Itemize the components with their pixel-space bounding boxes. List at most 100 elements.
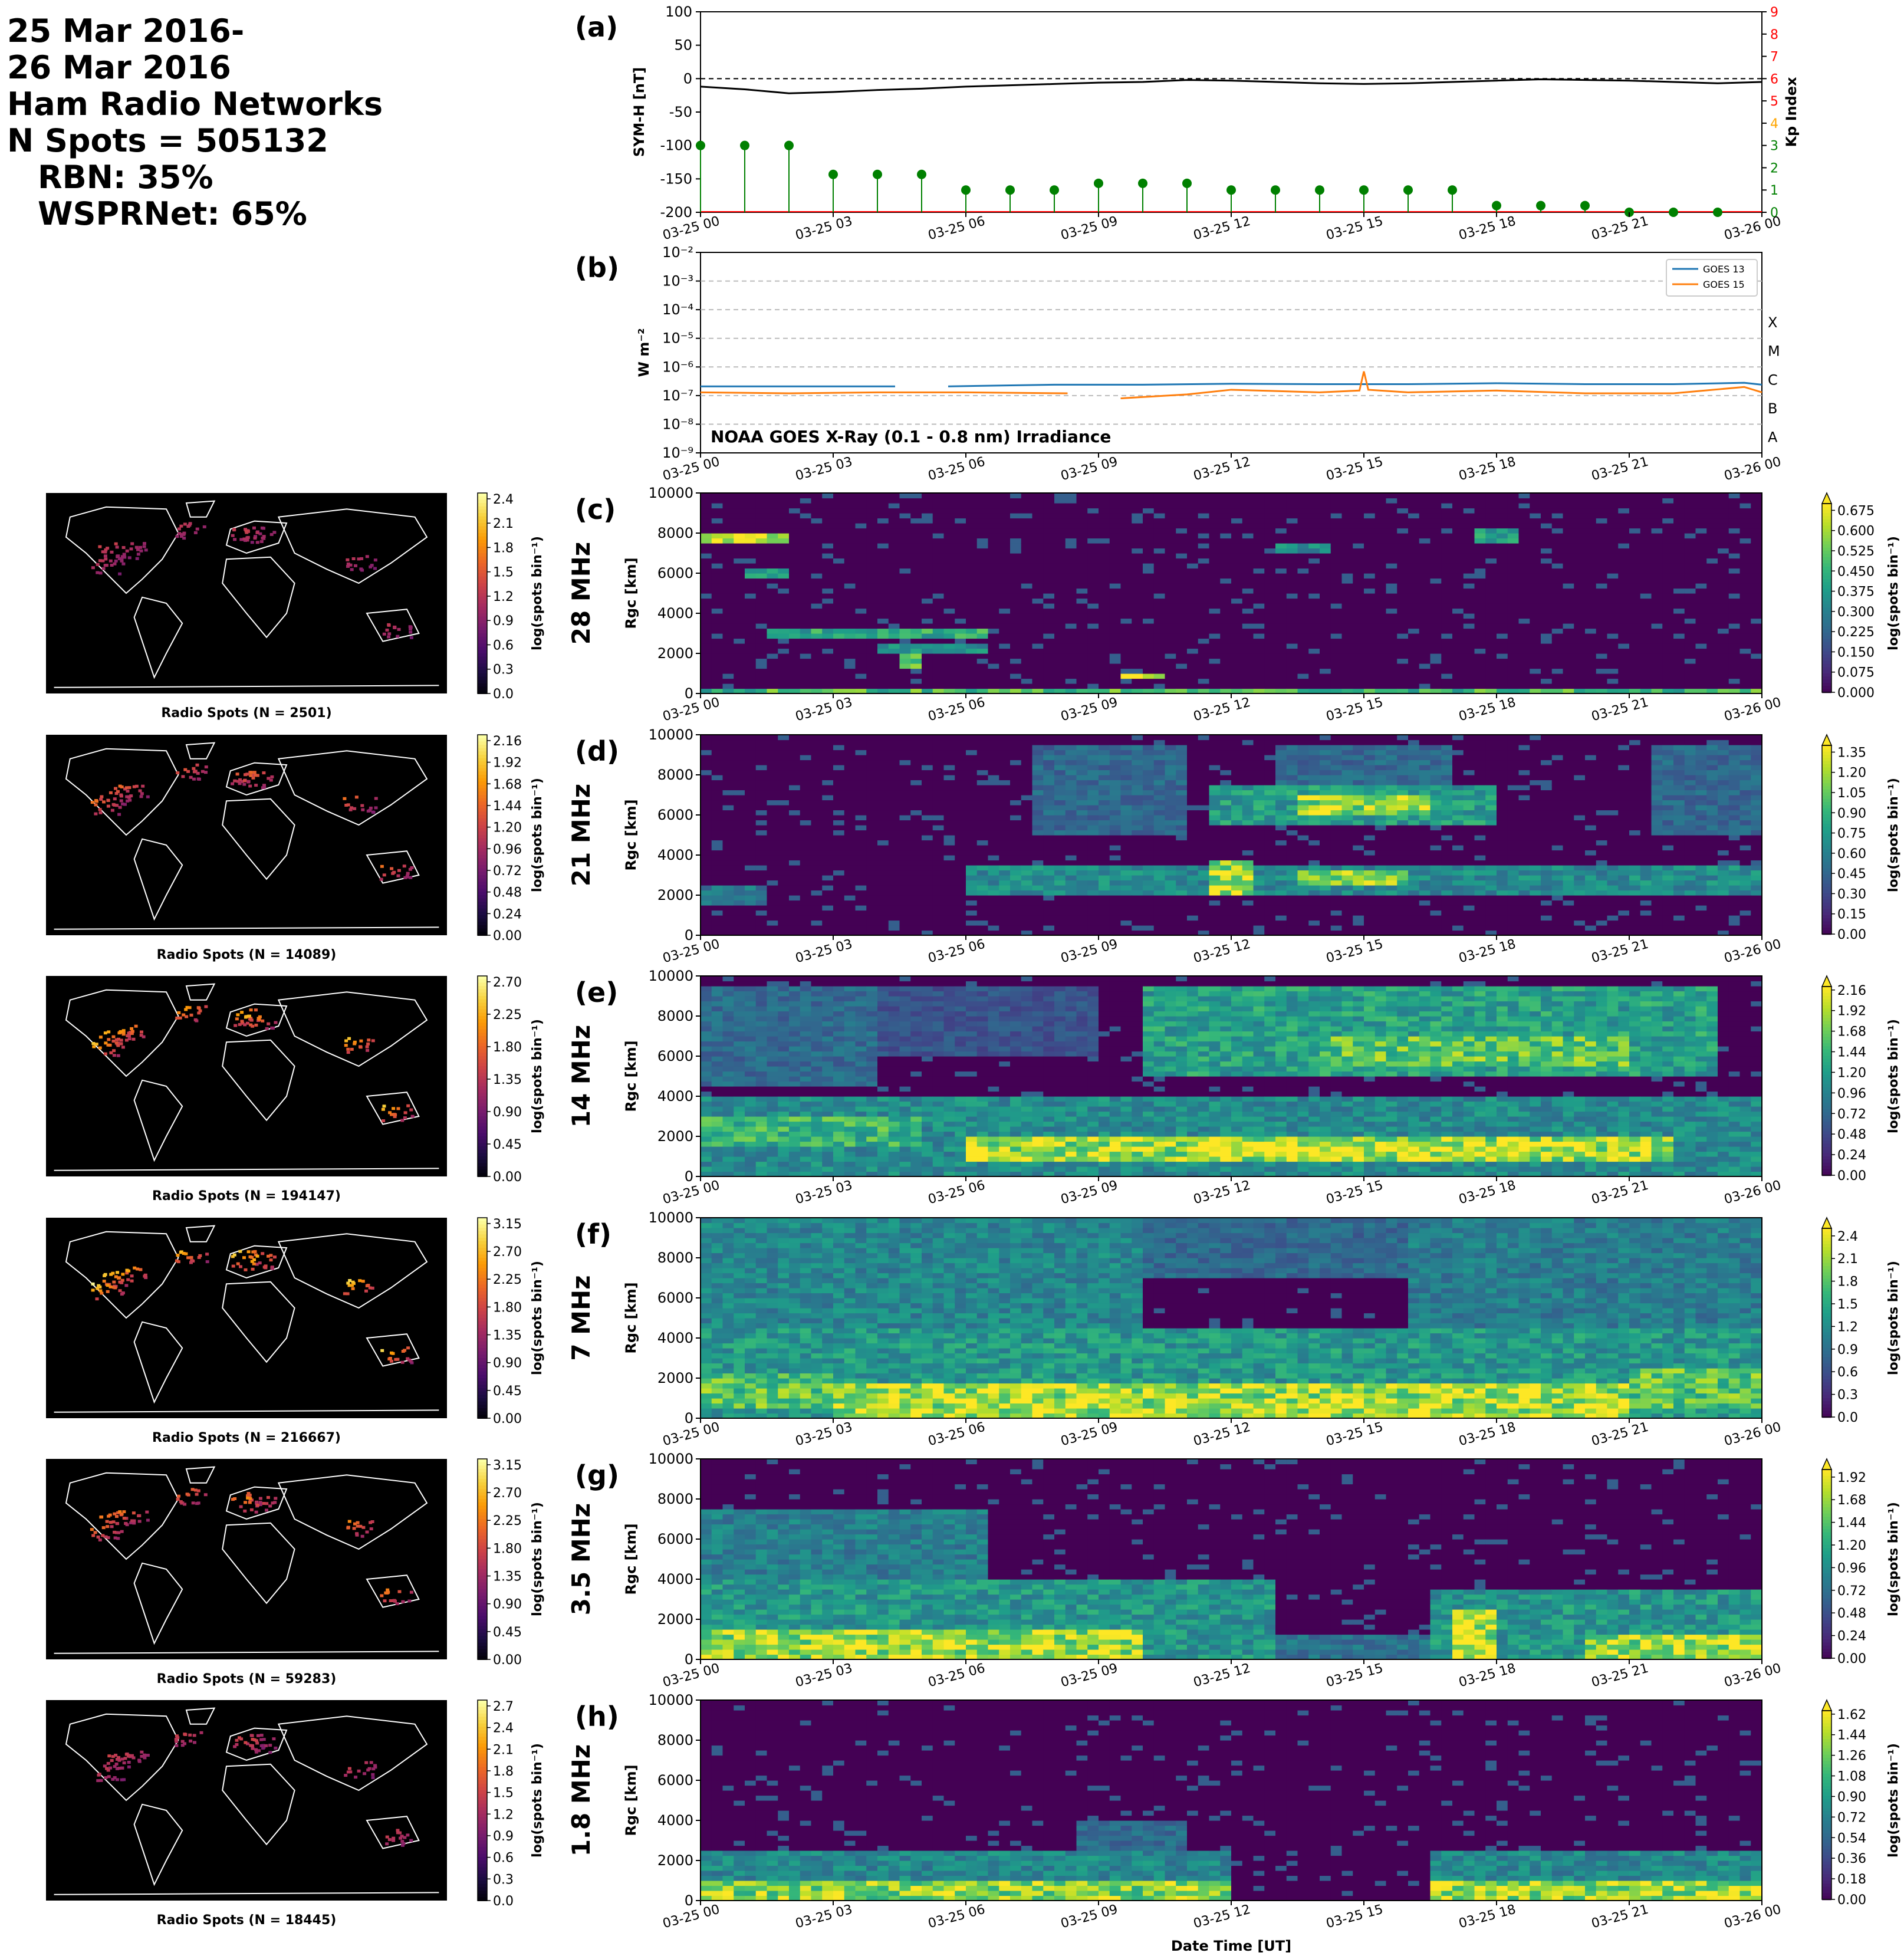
heatmap-cell (1176, 679, 1187, 684)
heatmap-cell (1099, 553, 1110, 558)
heatmap-cell (944, 623, 955, 629)
heatmap-cell (866, 639, 877, 644)
heatmap-cell (977, 558, 988, 564)
heatmap-cell (1110, 533, 1121, 538)
heatmap-cell (999, 613, 1010, 619)
heatmap-cell (1242, 573, 1254, 578)
heatmap-cell (1054, 568, 1066, 574)
heatmap-cell (734, 503, 745, 508)
heatmap-cell (1132, 498, 1143, 504)
heatmap-cell (734, 508, 745, 514)
heatmap-cell (756, 653, 767, 659)
heatmap-cell (778, 649, 789, 654)
heatmap-cell (900, 503, 911, 508)
heatmap-cell (1043, 523, 1054, 528)
heatmap-cell (767, 543, 778, 548)
heatmap-cell (1242, 553, 1254, 558)
heatmap-cell (800, 508, 811, 514)
heatmap-cell (1220, 599, 1231, 604)
heatmap-cell (1198, 659, 1209, 664)
heatmap-cell (712, 498, 723, 504)
heatmap-cell (1021, 563, 1032, 568)
heatmap-cell (734, 649, 745, 654)
heatmap-cell (745, 518, 756, 524)
heatmap-cell (999, 543, 1010, 548)
heatmap-cell (1032, 553, 1044, 558)
heatmap-cell (1254, 563, 1265, 568)
heatmap-cell (1187, 498, 1198, 504)
heatmap-cell (1231, 528, 1242, 534)
heatmap-cell (1066, 623, 1077, 629)
heatmap-cell (1242, 639, 1254, 644)
heatmap-cell (1198, 673, 1209, 679)
heatmap-cell (767, 683, 778, 689)
heatmap-cell (1087, 568, 1099, 574)
heatmap-cell (1077, 653, 1088, 659)
heatmap-cell (1254, 669, 1265, 674)
heatmap-cell (1143, 669, 1154, 674)
heatmap-cell (822, 653, 833, 659)
heatmap-cell (933, 518, 944, 524)
heatmap-cell (822, 518, 833, 524)
heatmap-cell (800, 528, 811, 534)
heatmap-cell (1077, 543, 1088, 548)
heatmap-cell (1154, 563, 1165, 568)
heatmap-cell (1176, 568, 1187, 574)
heatmap-cell (889, 568, 900, 574)
heatmap-cell (701, 548, 712, 554)
heatmap-cell (800, 593, 811, 599)
heatmap-cell (701, 573, 712, 578)
heatmap-cell (701, 498, 712, 504)
heatmap-cell (778, 623, 789, 629)
heatmap-cell (712, 599, 723, 604)
heatmap-cell (1154, 669, 1165, 674)
heatmap-cell (833, 649, 844, 654)
heatmap-cell (988, 583, 999, 589)
heatmap-cell (1087, 639, 1099, 644)
heatmap-cell (1254, 593, 1265, 599)
heatmap-cell (1198, 533, 1209, 538)
heatmap-cell (966, 643, 977, 649)
heatmap-cell (712, 553, 723, 558)
heatmap-cell (789, 673, 800, 679)
heatmap-cell (1242, 518, 1254, 524)
heatmap-cell (1054, 673, 1066, 679)
heatmap-cell (1010, 583, 1021, 589)
heatmap-cell (1143, 649, 1154, 654)
heatmap-cell (1099, 593, 1110, 599)
heatmap-cell (1032, 528, 1044, 534)
heatmap-cell (1254, 533, 1265, 538)
heatmap-cell (1077, 609, 1088, 614)
heatmap-cell (1032, 669, 1044, 674)
heatmap-cell (910, 513, 922, 518)
heatmap-cell (844, 663, 856, 669)
heatmap-cell (800, 573, 811, 578)
heatmap-cell (1077, 553, 1088, 558)
heatmap-cell (734, 619, 745, 624)
heatmap-cell (1043, 663, 1054, 669)
heatmap-cell (1066, 659, 1077, 664)
heatmap-cell (1220, 669, 1231, 674)
heatmap-cell (811, 528, 823, 534)
heatmap-cell (977, 589, 988, 594)
heatmap-cell (778, 578, 789, 584)
heatmap-cell (712, 558, 723, 564)
heatmap-cell (1198, 503, 1209, 508)
heatmap-cell (988, 619, 999, 624)
heatmap-cell (701, 503, 712, 508)
heatmap-cell (1132, 653, 1143, 659)
heatmap-cell (1054, 599, 1066, 604)
heatmap-cell (1099, 573, 1110, 578)
heatmap-cell (767, 548, 778, 554)
heatmap-cell (712, 683, 723, 689)
heatmap-cell (933, 523, 944, 528)
heatmap-cell (1264, 683, 1275, 689)
heatmap-cell (745, 643, 756, 649)
heatmap-cell (900, 518, 911, 524)
heatmap-cell (1198, 513, 1209, 518)
heatmap-cell (1099, 528, 1110, 534)
heatmap-cell (966, 659, 977, 664)
heatmap-cell (877, 568, 889, 574)
heatmap-cell (767, 513, 778, 518)
heatmap-cell (800, 663, 811, 669)
